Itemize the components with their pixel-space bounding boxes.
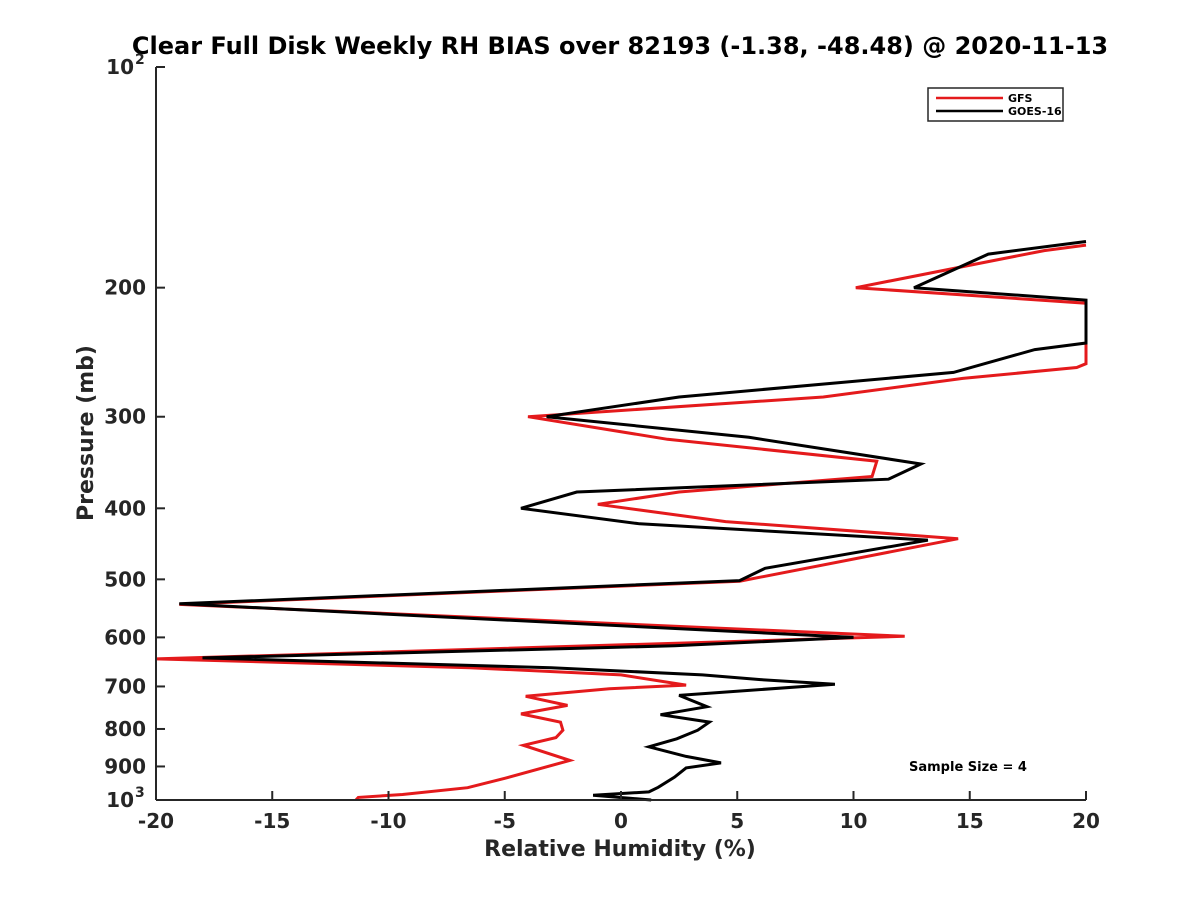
sample-size-annotation: Sample Size = 4 [909,760,1027,775]
x-tick-label: 10 [840,809,868,833]
y-tick-label: 200 [104,276,146,300]
y-axis-label: Pressure (mb) [74,345,99,521]
x-tick-label: 0 [614,809,628,833]
y-tick-label: 900 [104,754,146,778]
y-tick-label: 300 [104,405,146,429]
chart-title: Clear Full Disk Weekly RH BIAS over 8219… [132,32,1108,60]
x-tick-label: 15 [956,809,984,833]
x-ticks: -20 -15 -10 -5 0 5 10 15 20 [138,791,1100,833]
y-tick-label: 800 [104,717,146,741]
y-tick-label: 500 [104,567,146,591]
y-tick-label: 10 [106,788,134,812]
x-tick-label: -15 [254,809,290,833]
x-tick-label: -20 [138,809,174,833]
y-tick-label: 600 [104,625,146,649]
plot-lines [155,240,1088,802]
legend-label-gfs: GFS [1008,92,1033,105]
legend: GFS GOES-16 [927,87,1064,122]
y-tick-label: 10 [106,55,134,79]
x-tick-label: 20 [1072,809,1100,833]
y-tick-label-exponent: 2 [135,52,145,68]
y-tick-label: 400 [104,496,146,520]
y-tick-label: 700 [104,674,146,698]
series-line-goes16 [179,240,1088,802]
x-tick-label: 5 [730,809,744,833]
legend-label-goes16: GOES-16 [1008,105,1062,118]
legend-box [927,87,1064,122]
x-tick-label: -10 [370,809,406,833]
y-tick-label-exponent: 3 [135,785,145,801]
x-axis-label: Relative Humidity (%) [484,837,756,862]
series-line-gfs [155,243,1088,802]
x-tick-label: -5 [494,809,516,833]
